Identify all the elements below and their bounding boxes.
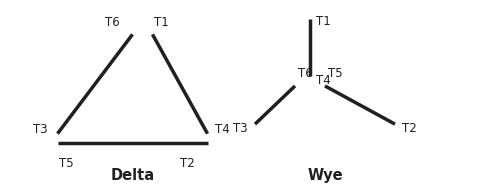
Text: T5: T5 [59, 157, 74, 170]
Text: T6: T6 [105, 16, 120, 29]
Text: T3: T3 [33, 123, 48, 136]
Text: Wye: Wye [307, 168, 343, 183]
Text: T1: T1 [316, 15, 331, 28]
Text: T2: T2 [180, 157, 195, 170]
Text: T1: T1 [154, 16, 169, 29]
Text: Delta: Delta [110, 168, 154, 183]
Text: T2: T2 [402, 122, 417, 135]
Text: T4: T4 [215, 123, 230, 136]
Text: T3: T3 [233, 122, 248, 135]
Text: T5: T5 [328, 67, 342, 80]
Text: T6: T6 [298, 67, 313, 80]
Text: T4: T4 [316, 74, 331, 87]
